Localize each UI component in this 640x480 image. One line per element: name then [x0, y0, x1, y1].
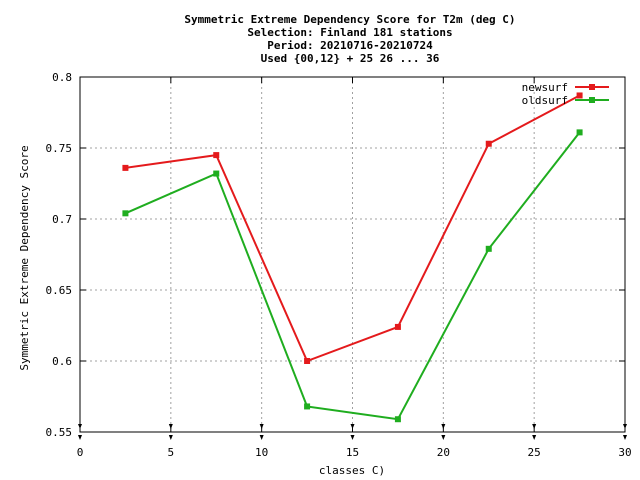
baseline-marker — [259, 435, 264, 440]
point-oldsurf — [485, 245, 492, 252]
baseline-marker — [350, 424, 355, 429]
point-newsurf — [304, 358, 311, 364]
y-tick-label: 0.75 — [46, 142, 73, 155]
baseline-marker — [78, 435, 82, 440]
baseline-marker — [78, 424, 82, 429]
x-axis-label: classes C) — [319, 464, 385, 477]
point-newsurf — [576, 92, 583, 99]
y-tick-label: 0.8 — [52, 71, 72, 84]
legend-label-newsurf: newsurf — [522, 81, 568, 94]
point-oldsurf — [122, 210, 129, 217]
point-oldsurf — [304, 403, 311, 410]
x-tick-label: 5 — [168, 446, 175, 459]
legend-marker-newsurf — [589, 84, 595, 90]
point-newsurf — [213, 152, 220, 159]
series-line-oldsurf — [125, 131, 581, 421]
point-oldsurf — [394, 416, 401, 423]
baseline-marker — [259, 424, 264, 429]
x-tick-label: 0 — [77, 446, 84, 459]
x-tick-label: 30 — [618, 446, 631, 459]
x-tick-label: 10 — [255, 446, 268, 459]
y-tick-label: 0.65 — [46, 284, 73, 297]
legend-label-oldsurf: oldsurf — [522, 94, 568, 107]
series-line-newsurf — [125, 94, 581, 363]
baseline-marker — [623, 435, 627, 440]
y-tick-label: 0.55 — [46, 426, 73, 439]
point-newsurf — [394, 323, 401, 330]
baseline-marker — [441, 424, 446, 429]
axis-ticks — [78, 76, 627, 440]
chart-title: Symmetric Extreme Dependency Score for T… — [184, 13, 515, 65]
baseline-marker — [350, 435, 355, 440]
point-oldsurf — [576, 129, 583, 136]
tick-labels: 0 5 10 15 20 25 30 0.55 0.6 0.65 0.7 0.75 0.8 — [46, 71, 632, 459]
legend-marker-oldsurf — [589, 97, 595, 103]
x-tick-label: 25 — [528, 446, 541, 459]
title-line-2: Selection: Finland 181 stations — [247, 26, 452, 39]
point-newsurf — [122, 164, 129, 171]
baseline-marker — [168, 424, 173, 429]
baseline-marker — [168, 435, 173, 440]
baseline-marker — [532, 424, 537, 429]
series-group — [122, 92, 583, 423]
y-axis-label: Symmetric Extreme Dependency Score — [18, 145, 31, 370]
y-tick-label: 0.6 — [52, 355, 72, 368]
baseline-marker — [532, 435, 537, 440]
x-tick-label: 20 — [437, 446, 450, 459]
title-line-4: Used {00,12} + 25 26 ... 36 — [261, 52, 440, 65]
point-oldsurf — [213, 170, 220, 177]
grid — [80, 77, 625, 432]
title-line-1: Symmetric Extreme Dependency Score for T… — [184, 13, 515, 26]
x-tick-label: 15 — [346, 446, 359, 459]
baseline-marker — [441, 435, 446, 440]
y-tick-label: 0.7 — [52, 213, 72, 226]
title-line-3: Period: 20210716-20210724 — [267, 39, 433, 52]
point-newsurf — [485, 140, 492, 147]
baseline-marker — [623, 424, 627, 429]
